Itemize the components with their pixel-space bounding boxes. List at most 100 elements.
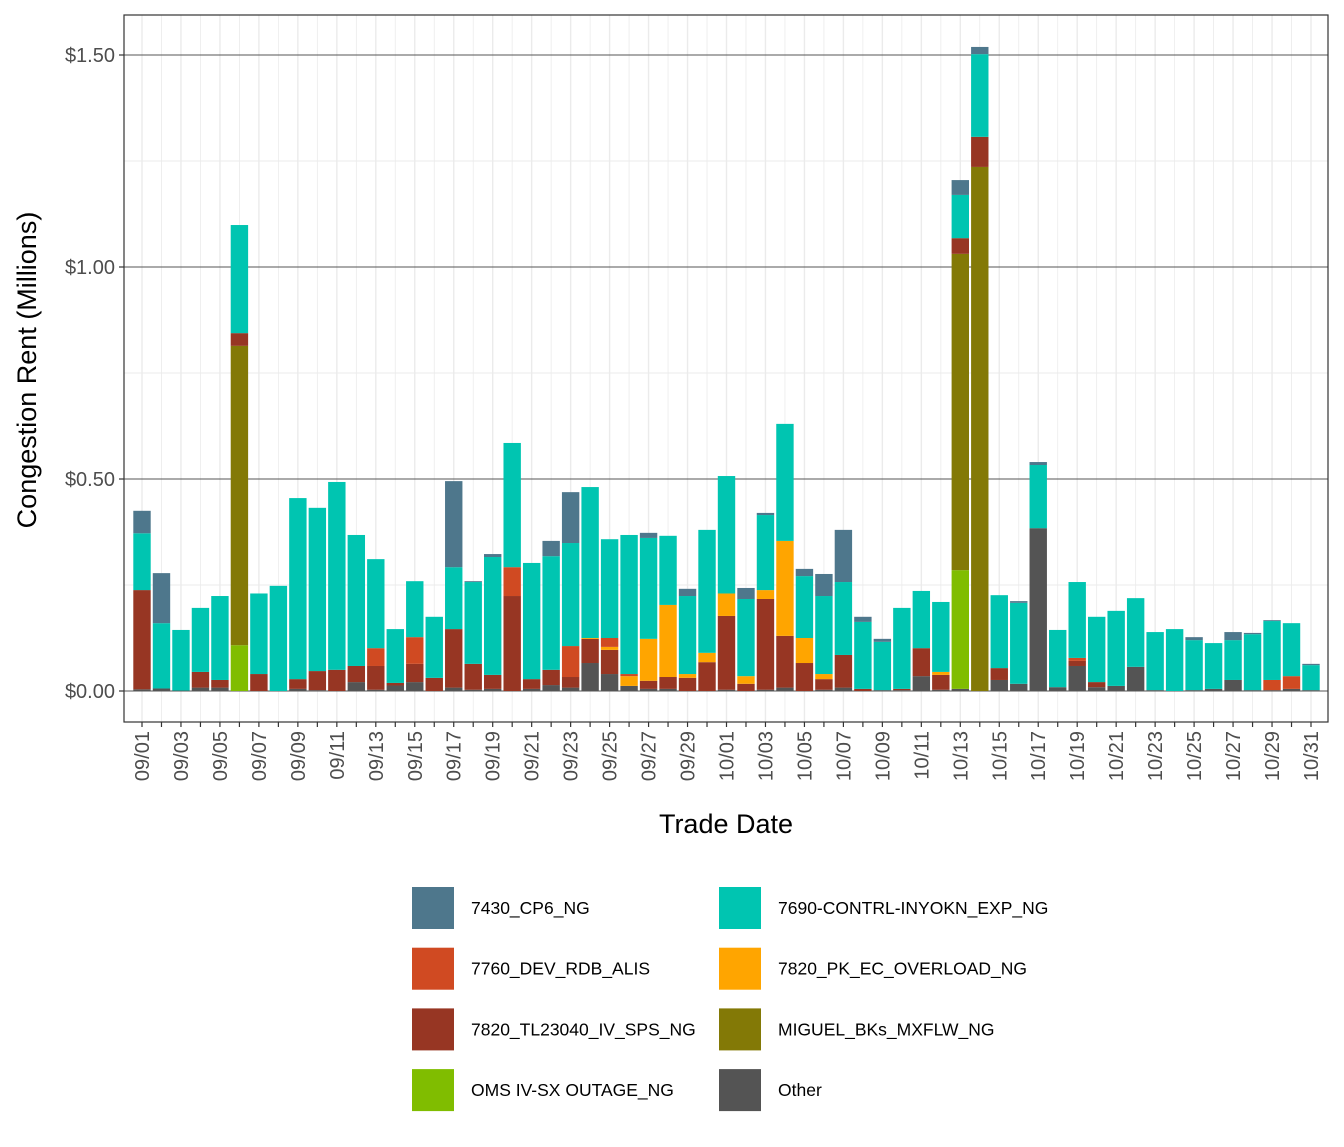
bar-stack-10-13 (951, 180, 969, 691)
bar-segment (503, 442, 521, 568)
bar-stack-10-11 (912, 590, 931, 691)
y-tick-label: $0.00 (65, 681, 115, 703)
bar-stack-09-03 (172, 629, 190, 692)
bar-stack-10-12 (932, 601, 950, 691)
legend-item: 7760_DEV_RDB_ALIS (412, 947, 650, 990)
bar-segment (659, 677, 677, 689)
bar-segment (776, 687, 794, 691)
bar-segment (678, 588, 697, 597)
y-axis-title: Congestion Rent (Millions) (12, 212, 42, 529)
bar-stack-10-06 (815, 573, 833, 691)
x-tick-label: 09/01 (132, 731, 154, 781)
x-tick-label: 10/15 (989, 731, 1011, 781)
legend-swatch (719, 887, 761, 929)
legend-swatch (412, 887, 454, 929)
bar-segment (347, 682, 366, 691)
legend-item: 7820_TL23040_IV_SPS_NG (412, 1008, 696, 1051)
bar-segment (717, 476, 736, 594)
legend-swatch (719, 947, 761, 990)
bar-stack-10-01 (717, 476, 736, 691)
bar-segment (230, 345, 249, 646)
bar-segment (464, 581, 482, 583)
bar-segment (133, 689, 151, 691)
bar-stack-10-05 (795, 568, 814, 691)
bar-segment (737, 598, 755, 677)
bar-stack-10-27 (1224, 632, 1242, 691)
legend-label: 7760_DEV_RDB_ALIS (471, 959, 650, 980)
bar-segment (932, 674, 950, 690)
bar-segment (600, 539, 619, 638)
bar-segment (1282, 623, 1301, 677)
bar-stack-10-21 (1107, 610, 1125, 691)
bar-segment (951, 570, 969, 689)
bar-stack-09-14 (386, 629, 404, 691)
bar-segment (912, 676, 931, 691)
bar-segment (698, 662, 716, 691)
legend-item: 7430_CP6_NG (412, 887, 590, 929)
bar-segment (834, 654, 853, 688)
bar-stack-09-28 (659, 535, 677, 691)
bar-stack-10-16 (1010, 601, 1028, 691)
bar-segment (1224, 632, 1242, 641)
bar-segment (211, 679, 229, 688)
bar-segment (484, 674, 502, 689)
bar-segment (172, 690, 190, 692)
bar-segment (561, 543, 580, 647)
bar-segment (932, 689, 950, 691)
bar-segment (951, 194, 969, 239)
bar-stack-09-02 (152, 573, 171, 691)
bar-segment (503, 596, 521, 691)
bar-segment (659, 604, 677, 678)
bar-segment (854, 616, 872, 622)
bar-stack-10-18 (1049, 629, 1067, 691)
bar-segment (289, 688, 307, 691)
x-tick-label: 09/27 (639, 731, 661, 781)
bar-segment (912, 590, 931, 649)
legend-swatch (412, 1008, 454, 1051)
bar-stack-10-23 (1146, 632, 1164, 691)
bar-segment (406, 637, 424, 664)
bar-segment (756, 590, 775, 599)
bar-stack-09-08 (269, 585, 288, 691)
bar-segment (308, 507, 327, 672)
bar-segment (1087, 616, 1106, 683)
bar-segment (834, 687, 853, 691)
bar-segment (542, 685, 560, 691)
bar-stack-09-11 (328, 481, 346, 691)
bar-segment (678, 596, 697, 675)
bar-segment (581, 663, 599, 691)
bar-segment (386, 685, 404, 691)
bar-segment (289, 679, 307, 689)
bar-stack-10-24 (1165, 629, 1184, 691)
bar-stack-10-26 (1204, 643, 1223, 691)
bar-segment (1010, 683, 1028, 691)
bar-stack-09-25 (600, 539, 619, 691)
bar-stack-09-13 (367, 559, 385, 691)
bar-stack-09-27 (639, 532, 658, 691)
bar-segment (639, 688, 658, 691)
bar-segment (1068, 582, 1086, 658)
bar-stack-10-08 (854, 616, 872, 691)
bar-segment (522, 688, 541, 691)
bar-stack-10-10 (893, 607, 911, 691)
legend-label: MIGUEL_BKs_MXFLW_NG (778, 1019, 995, 1040)
x-tick-label: 09/03 (171, 731, 193, 781)
legend-swatch (412, 1069, 454, 1112)
bar-segment (1146, 690, 1164, 691)
bar-segment (639, 537, 658, 639)
bar-stack-09-12 (347, 534, 366, 691)
bar-segment (756, 512, 775, 516)
bar-segment (561, 677, 580, 688)
y-tick-label: $1.00 (65, 257, 115, 279)
bar-segment (815, 679, 833, 690)
bar-stack-09-19 (484, 554, 502, 691)
bar-segment (815, 689, 833, 691)
bar-segment (211, 596, 229, 680)
bar-segment (1204, 643, 1223, 689)
x-tick-label: 10/03 (755, 731, 777, 781)
bar-stack-09-09 (289, 498, 307, 691)
bar-segment (698, 529, 716, 653)
bar-segment (250, 593, 268, 675)
bar-stack-10-17 (1029, 462, 1047, 691)
bar-segment (639, 680, 658, 689)
